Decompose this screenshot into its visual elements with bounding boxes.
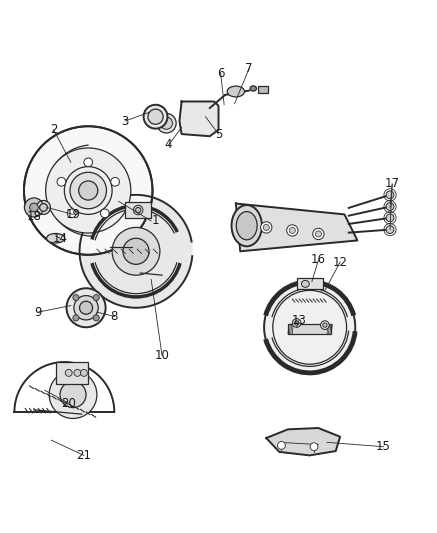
Polygon shape <box>34 207 44 216</box>
Circle shape <box>30 203 38 212</box>
Text: 13: 13 <box>291 314 306 327</box>
Text: 8: 8 <box>111 310 118 323</box>
Ellipse shape <box>144 105 167 128</box>
Circle shape <box>84 158 93 167</box>
Text: 14: 14 <box>52 232 67 245</box>
Circle shape <box>79 181 98 200</box>
Circle shape <box>123 238 149 264</box>
Ellipse shape <box>250 86 257 91</box>
Ellipse shape <box>232 205 262 246</box>
Polygon shape <box>266 428 340 455</box>
Circle shape <box>73 295 79 301</box>
Circle shape <box>289 228 295 233</box>
Text: 19: 19 <box>66 208 80 221</box>
Circle shape <box>292 319 301 327</box>
Circle shape <box>46 148 131 233</box>
Circle shape <box>321 321 329 329</box>
Text: 2: 2 <box>50 123 57 136</box>
Circle shape <box>37 200 50 214</box>
Circle shape <box>65 369 72 376</box>
Circle shape <box>101 209 109 217</box>
Ellipse shape <box>302 280 309 287</box>
Circle shape <box>24 126 153 255</box>
Circle shape <box>93 315 99 321</box>
Circle shape <box>40 204 48 212</box>
Polygon shape <box>24 207 34 216</box>
Bar <box>125 202 151 218</box>
Polygon shape <box>236 204 357 251</box>
Circle shape <box>264 282 355 373</box>
Polygon shape <box>34 199 44 207</box>
Circle shape <box>287 225 298 236</box>
Text: 12: 12 <box>333 256 347 269</box>
Circle shape <box>386 214 394 222</box>
Bar <box>297 278 323 289</box>
Polygon shape <box>180 101 218 136</box>
Text: 15: 15 <box>376 440 391 453</box>
Circle shape <box>80 369 87 376</box>
Circle shape <box>111 177 119 186</box>
Bar <box>288 324 331 334</box>
Circle shape <box>93 295 99 301</box>
Text: 4: 4 <box>165 139 172 151</box>
Text: 1: 1 <box>152 214 160 228</box>
Circle shape <box>67 209 76 217</box>
Polygon shape <box>24 199 34 207</box>
Ellipse shape <box>148 109 163 124</box>
Circle shape <box>310 443 318 450</box>
Circle shape <box>277 441 285 449</box>
Circle shape <box>386 203 394 211</box>
Circle shape <box>74 296 98 320</box>
Text: 20: 20 <box>61 397 76 410</box>
Circle shape <box>386 191 394 199</box>
Ellipse shape <box>236 212 257 240</box>
Bar <box>55 362 88 384</box>
Ellipse shape <box>47 233 65 243</box>
Circle shape <box>295 321 299 325</box>
Text: 7: 7 <box>245 62 253 76</box>
Circle shape <box>49 371 97 418</box>
Bar <box>257 86 268 93</box>
Circle shape <box>323 323 327 327</box>
Polygon shape <box>29 199 39 207</box>
Circle shape <box>74 369 81 376</box>
Circle shape <box>66 288 106 327</box>
Ellipse shape <box>133 205 143 215</box>
Text: 17: 17 <box>385 177 400 190</box>
Text: 10: 10 <box>155 349 170 362</box>
Ellipse shape <box>160 117 173 130</box>
Circle shape <box>386 225 394 233</box>
Circle shape <box>313 228 324 239</box>
Circle shape <box>112 228 160 275</box>
Text: 6: 6 <box>217 67 225 80</box>
Circle shape <box>60 382 86 408</box>
Text: 18: 18 <box>27 210 42 223</box>
Text: 21: 21 <box>76 449 91 462</box>
Circle shape <box>260 222 272 233</box>
Text: 3: 3 <box>121 115 129 127</box>
Text: 9: 9 <box>35 305 42 319</box>
Ellipse shape <box>227 86 245 97</box>
Circle shape <box>73 315 79 321</box>
Circle shape <box>57 177 66 186</box>
Polygon shape <box>29 207 39 216</box>
Ellipse shape <box>135 207 141 213</box>
Circle shape <box>316 231 321 237</box>
Text: 16: 16 <box>311 254 326 266</box>
Polygon shape <box>80 195 192 308</box>
Circle shape <box>70 172 107 209</box>
Circle shape <box>263 224 269 230</box>
Circle shape <box>80 301 93 314</box>
Text: 5: 5 <box>215 127 222 141</box>
Ellipse shape <box>156 114 176 133</box>
